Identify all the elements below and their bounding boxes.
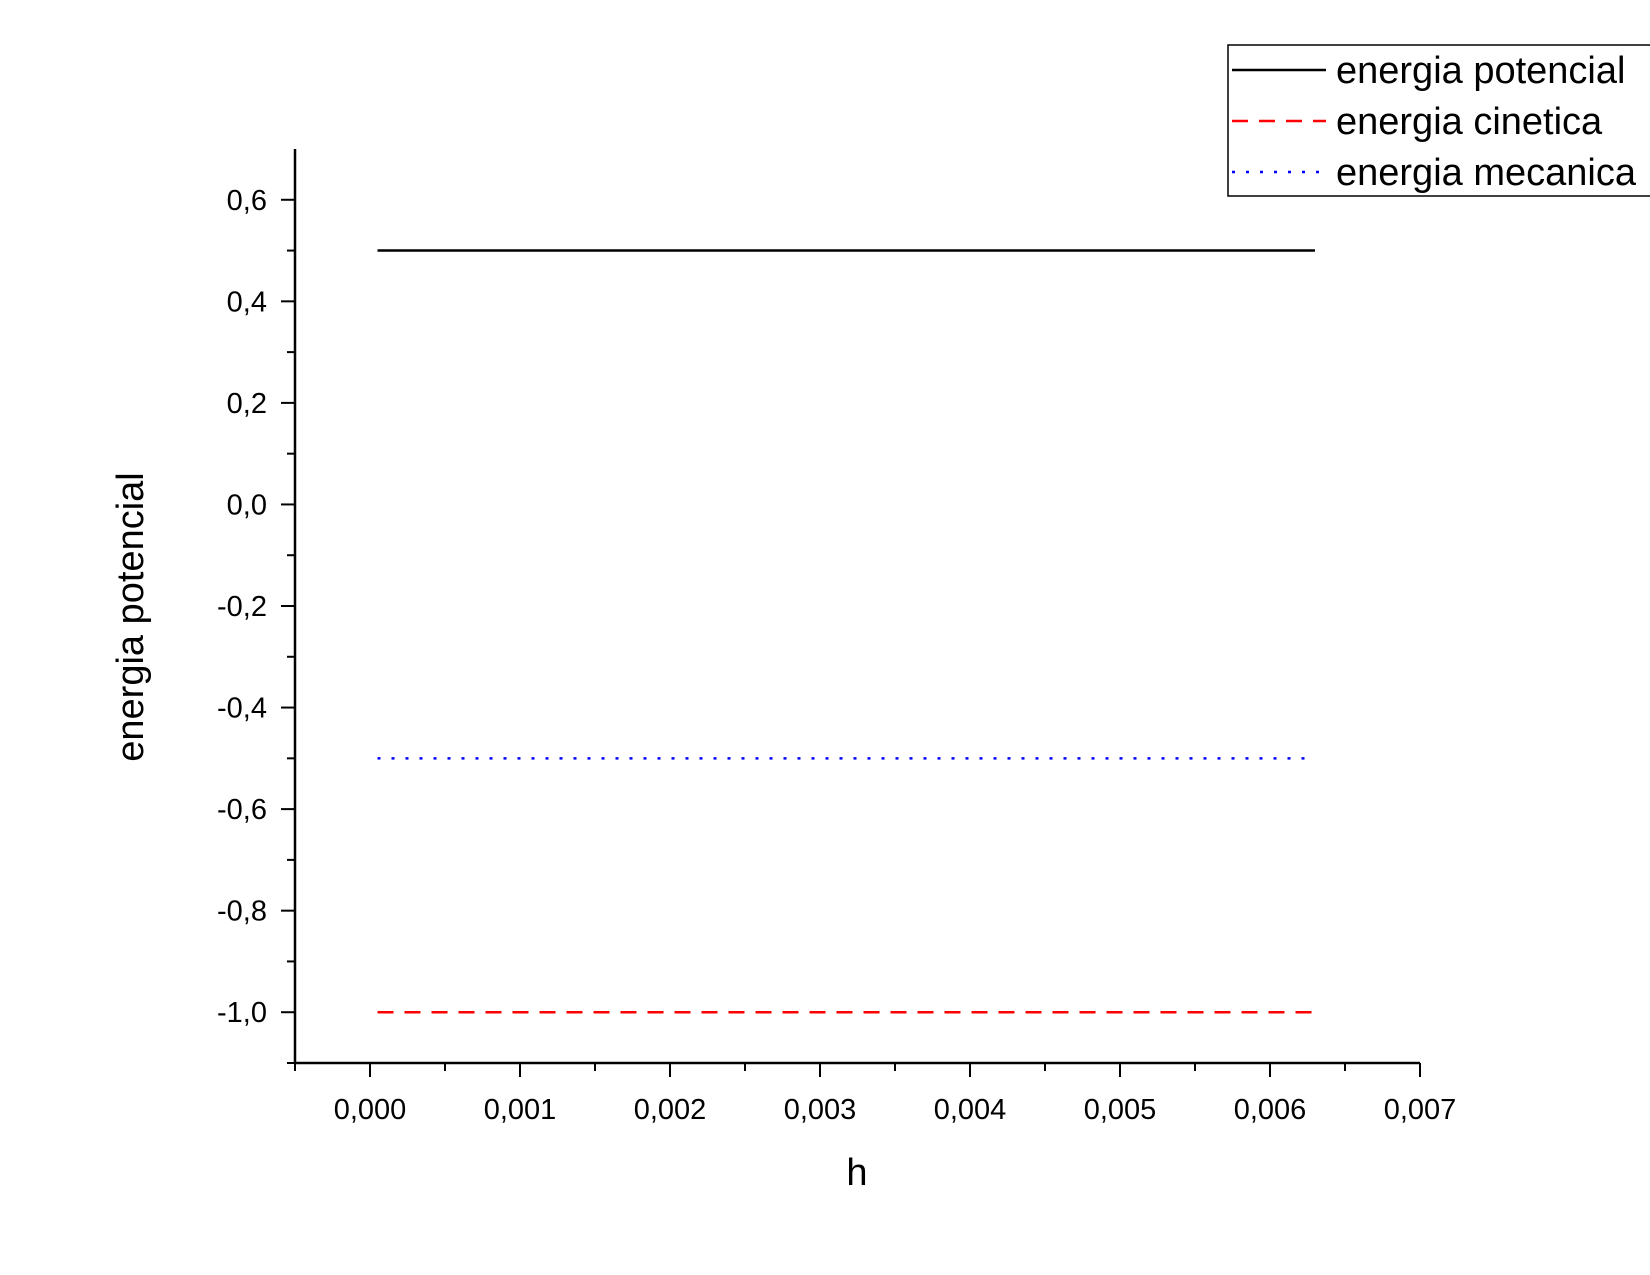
x-tick-label: 0,005 (1084, 1094, 1157, 1126)
series-group (377, 249, 1315, 1014)
x-tick-label: 0,000 (334, 1094, 407, 1126)
legend-label: energia potencial (1336, 50, 1625, 92)
legend-label: energia cinetica (1336, 101, 1603, 143)
x-axis-label: h (846, 1152, 867, 1194)
y-tick-label: -0,2 (217, 591, 267, 623)
legend-label: energia mecanica (1336, 152, 1637, 194)
y-tick-label: 0,6 (227, 185, 267, 217)
y-tick-label: 0,0 (227, 489, 267, 521)
y-tick-label: 0,4 (227, 286, 267, 318)
y-tick-label: -0,6 (217, 794, 267, 826)
x-tick-label: 0,003 (784, 1094, 857, 1126)
axes: 0,000 0,001 0,002 0,003 0,004 0,005 0,006 0,007… (217, 149, 1456, 1126)
x-tick-label: 0,001 (484, 1094, 557, 1126)
x-tick-label: 0,002 (634, 1094, 707, 1126)
y-tick-label: 0,2 (227, 388, 267, 420)
y-tick-label: -0,4 (217, 693, 267, 725)
x-tick-label: 0,007 (1384, 1094, 1457, 1126)
y-tick-label: -0,8 (217, 896, 267, 928)
legend: energia potencial energia cinetica energia… (1227, 44, 1650, 197)
y-tick-label: -1,0 (217, 997, 267, 1029)
x-tick-label: 0,006 (1234, 1094, 1307, 1126)
y-axis-label: energia potencial (110, 472, 152, 761)
x-tick-label: 0,004 (934, 1094, 1007, 1126)
